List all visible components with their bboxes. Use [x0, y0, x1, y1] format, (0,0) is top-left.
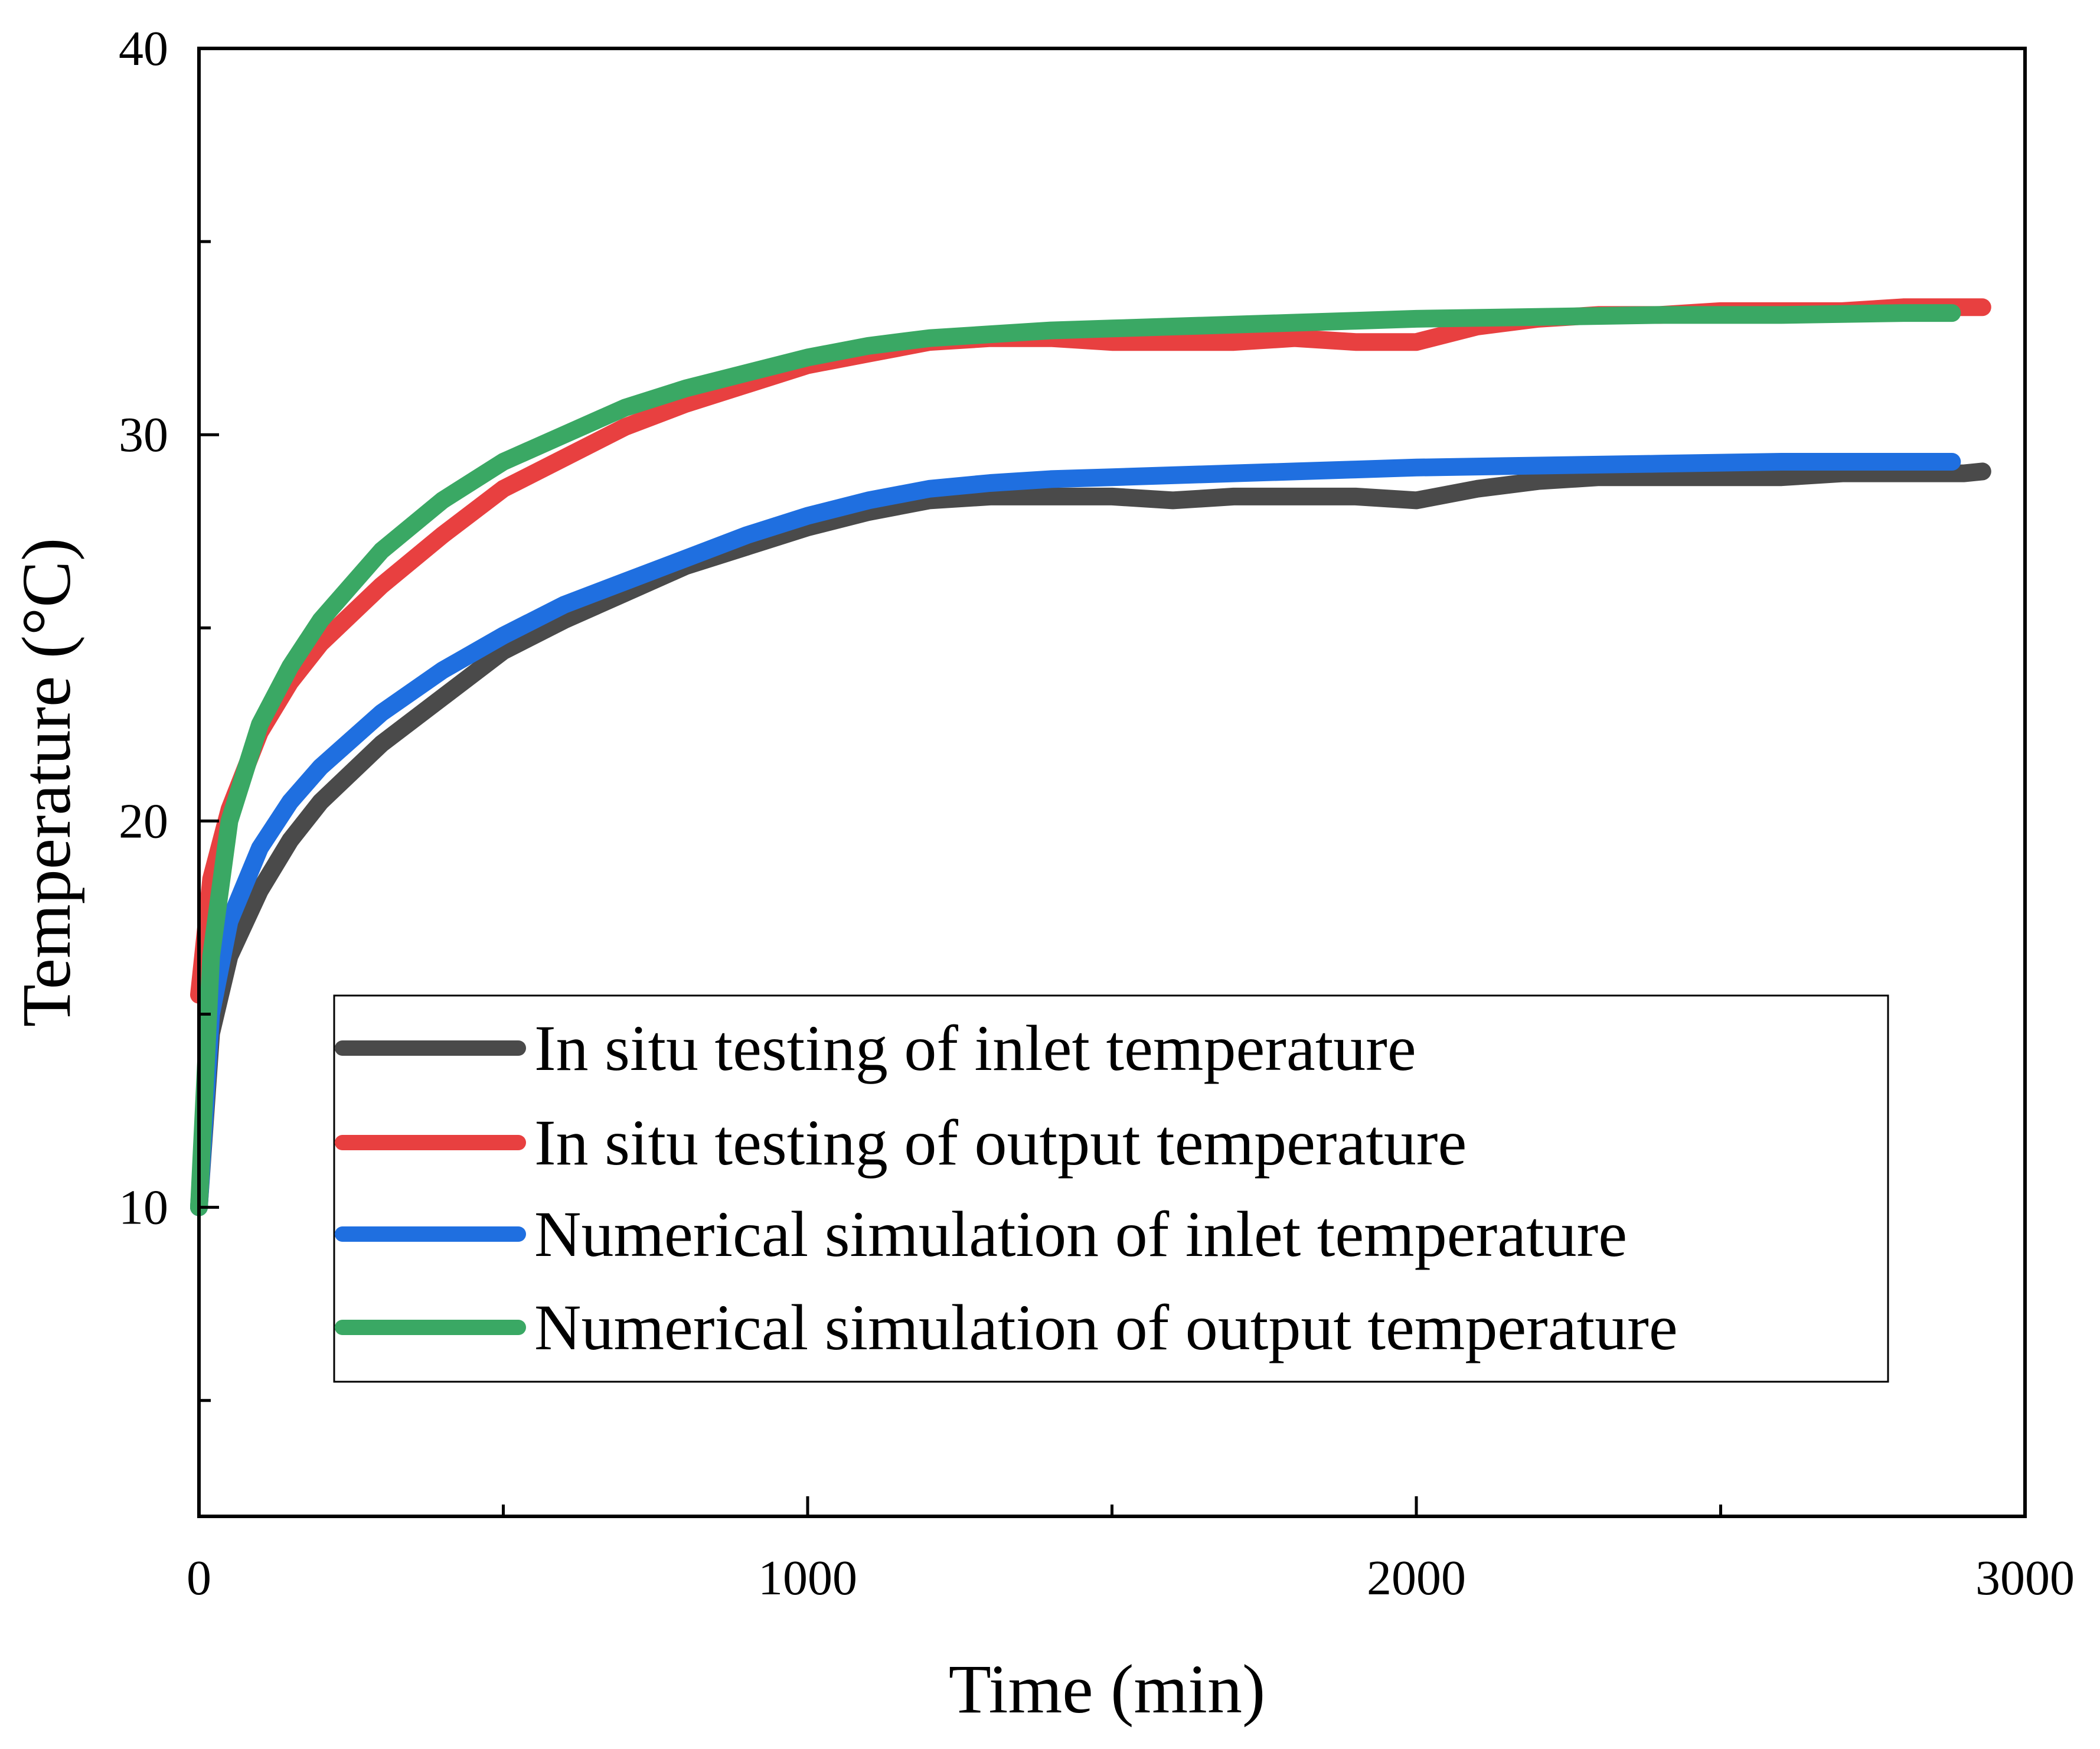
x-axis-title: Time (min)	[949, 1650, 1266, 1728]
y-tick-label: 30	[119, 407, 168, 462]
legend-label-output-testing: In situ testing of output temperature	[534, 1107, 1467, 1179]
x-tick-label: 3000	[1975, 1551, 2075, 1606]
legend-label-inlet-simulation: Numerical simulation of inlet temperatur…	[534, 1198, 1627, 1270]
y-tick-label: 10	[119, 1180, 168, 1235]
series-line-0	[190, 462, 1991, 1216]
x-tick-label: 2000	[1367, 1551, 1466, 1606]
x-tick-label: 1000	[758, 1551, 857, 1606]
ticks-layer: 0 1000 2000 3000 10 20 30 40	[119, 21, 2075, 1606]
legend-label-output-simulation: Numerical simulation of output temperatu…	[534, 1291, 1678, 1363]
y-tick-label: 20	[119, 794, 168, 849]
y-tick-label: 40	[119, 21, 168, 76]
y-axis-title: Temperature (°C)	[8, 538, 85, 1027]
series-line-2	[190, 453, 1961, 1216]
series-layer	[190, 298, 1991, 1216]
legend-box	[333, 994, 1889, 1383]
x-tick-label: 0	[187, 1551, 211, 1606]
legend-label-inlet-testing: In situ testing of inlet temperature	[534, 1012, 1416, 1084]
series-line-3	[190, 304, 1961, 1216]
legend: In situ testing of inlet temperature In …	[333, 994, 1889, 1383]
